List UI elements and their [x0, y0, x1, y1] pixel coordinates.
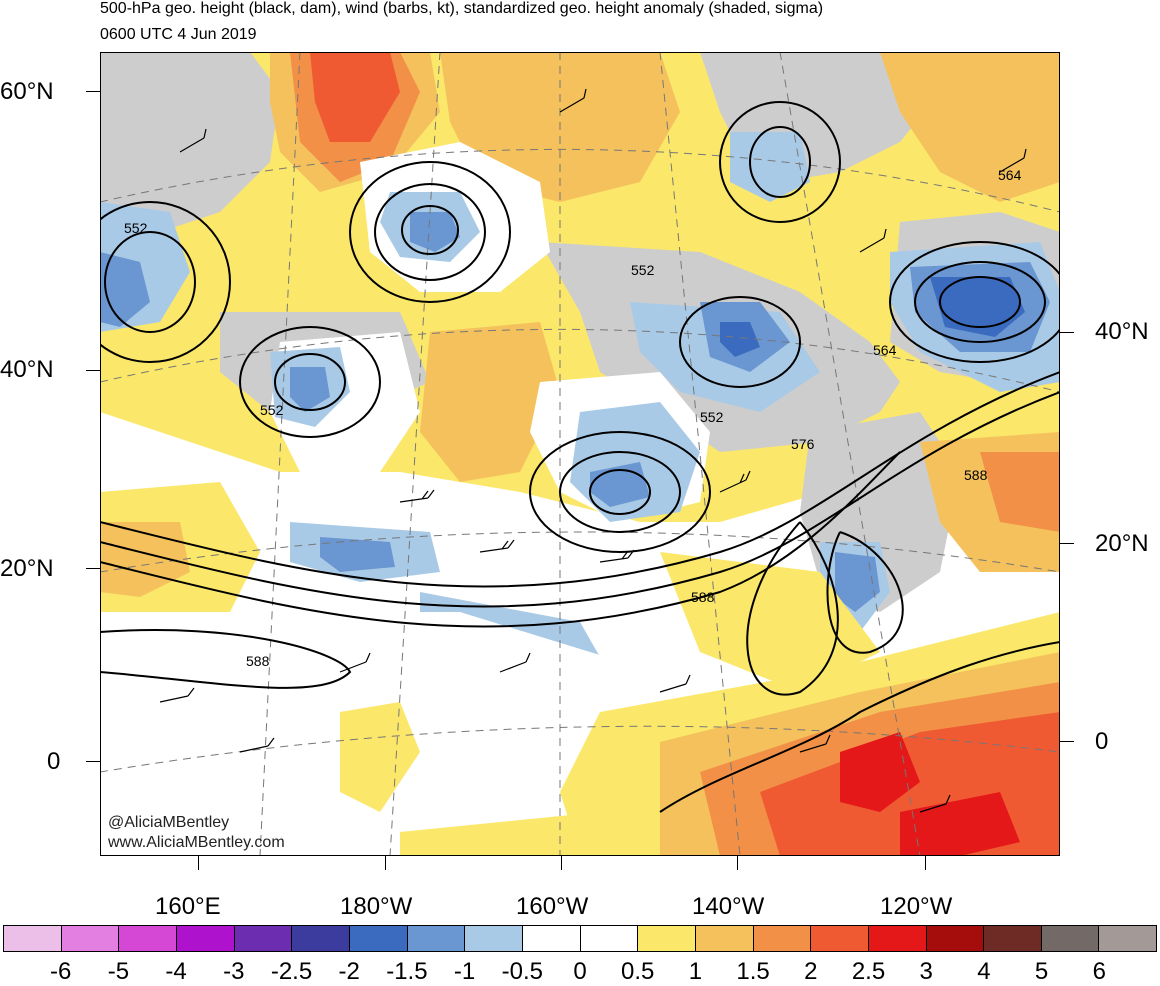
contour-label: 588 [246, 653, 270, 669]
lat-label-left: 0 [47, 748, 61, 775]
contour-labels: 552 552 552 552 564 564 576 588 588 588 [124, 167, 1022, 669]
lon-tick [198, 856, 199, 870]
map-panel: 552 552 552 552 564 564 576 588 588 588 … [100, 52, 1060, 856]
colorbar-swatch [522, 926, 581, 951]
colorbar-swatch [811, 926, 869, 951]
lon-label: 180°W [340, 893, 413, 920]
lon-label: 160°E [155, 893, 221, 920]
colorbar-swatch [292, 926, 350, 951]
anomaly-colorbar [3, 925, 1157, 952]
colorbar-label: 3 [919, 958, 933, 985]
lat-tick [1060, 543, 1074, 544]
lon-label: 140°W [692, 893, 765, 920]
colorbar-label: 2.5 [851, 958, 886, 985]
colorbar-label: 5 [1034, 958, 1049, 985]
colorbar-swatch [407, 926, 466, 951]
credit-handle: @AliciaMBentley [108, 814, 230, 831]
contour-label: 588 [691, 589, 715, 605]
colorbar-label: 2 [804, 958, 818, 985]
colorbar-swatch [984, 926, 1042, 951]
lat-label-left: 20°N [0, 555, 54, 582]
colorbar-swatch [580, 926, 639, 951]
lon-tick [385, 856, 386, 870]
lat-label-left: 60°N [0, 78, 54, 105]
map-title: 500-hPa geo. height (black, dam), wind (… [100, 0, 824, 17]
lat-tick [1060, 741, 1074, 742]
contour-label: 576 [791, 436, 815, 452]
colorbar-swatch [176, 926, 235, 951]
anomaly-map: 552 552 552 552 564 564 576 588 588 588 [100, 52, 1060, 856]
colorbar-swatch [234, 926, 293, 951]
wind-barbs [159, 88, 1027, 813]
lon-label: 160°W [516, 893, 589, 920]
colorbar-swatch [1099, 926, 1157, 951]
lat-label-right: 40°N [1095, 318, 1149, 345]
colorbar-swatch [465, 926, 523, 951]
colorbar-swatch [638, 926, 696, 951]
colorbar-label: 1 [688, 958, 703, 985]
colorbar-swatch [868, 926, 927, 951]
lat-tick [86, 91, 100, 92]
map-valid-time: 0600 UTC 4 Jun 2019 [100, 26, 257, 43]
colorbar-label: -3 [223, 958, 245, 985]
colorbar-label: 1.5 [736, 958, 770, 985]
colorbar-swatch [61, 926, 120, 951]
colorbar-swatch [926, 926, 985, 951]
contour-label: 552 [124, 220, 148, 236]
lon-tick [561, 856, 562, 870]
colorbar-label: -0.5 [501, 958, 543, 985]
lat-label-right: 20°N [1095, 530, 1149, 557]
colorbar-label: -6 [50, 958, 72, 985]
colorbar-swatch [4, 926, 62, 951]
contour-label: 564 [998, 167, 1022, 183]
contour-label: 552 [631, 262, 655, 278]
lat-label-left: 40°N [0, 356, 54, 383]
height-contours [100, 101, 1060, 813]
contour-label: 588 [964, 467, 988, 483]
colorbar-swatch [1041, 926, 1100, 951]
colorbar-label: -4 [165, 958, 187, 985]
colorbar-label: -1 [453, 958, 476, 985]
colorbar-label: -1.5 [386, 958, 428, 985]
lat-tick [1060, 332, 1074, 333]
contour-label: 552 [260, 402, 284, 418]
lat-tick [86, 568, 100, 569]
contour-label: 564 [873, 342, 897, 358]
colorbar-label: 6 [1092, 958, 1106, 985]
colorbar-label: -2 [338, 958, 360, 985]
lat-label-right: 0 [1095, 728, 1109, 755]
colorbar-label: 0.5 [621, 958, 655, 985]
lat-tick [86, 761, 100, 762]
lon-tick [925, 856, 926, 870]
colorbar-swatch [349, 926, 408, 951]
anomaly-shading [100, 52, 1060, 856]
colorbar-label: 0 [573, 958, 587, 985]
colorbar-swatch [753, 926, 812, 951]
colorbar-label: -5 [107, 958, 130, 985]
colorbar-swatch [695, 926, 754, 951]
credit-site: www.AliciaMBentley.com [108, 834, 285, 851]
colorbar-swatch [119, 926, 177, 951]
lon-tick [737, 856, 738, 870]
lat-tick [86, 370, 100, 371]
lon-label: 120°W [880, 893, 953, 920]
colorbar-label: -2.5 [270, 958, 313, 985]
contour-label: 552 [700, 409, 724, 425]
colorbar-label: 4 [977, 958, 991, 985]
